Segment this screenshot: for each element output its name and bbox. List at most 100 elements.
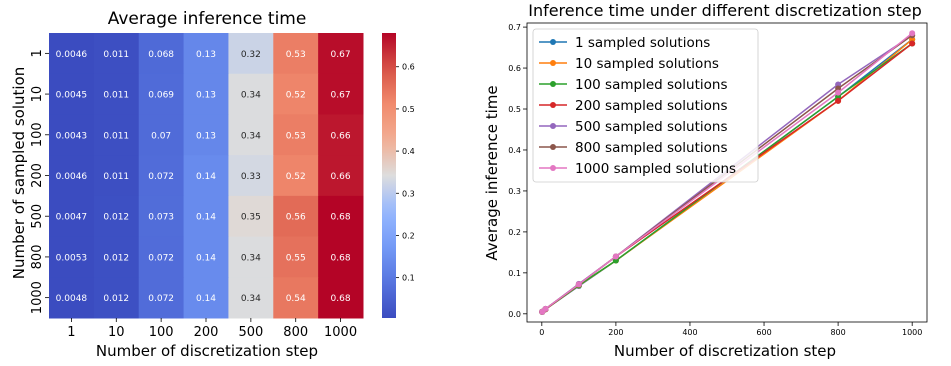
heatmap-cell-label: 0.52 [286,91,306,101]
heatmap-y-ticks: 1 10 100 200 500 800 1000 [30,49,49,314]
heatmap-cell [273,195,319,238]
line-point [575,281,582,288]
heatmap-cell [318,114,364,156]
line-point [835,89,842,96]
line-xlabel: Number of discretization step [614,342,836,360]
legend-marker [550,39,556,45]
heatmap-cell-label: 0.0053 [56,253,88,263]
line-chart: Inference time under different discretiz… [483,1,928,360]
line-y-tick-label: 0.6 [508,64,521,73]
line-series-group [539,30,916,316]
heatmap-x-tick-label: 200 [194,325,219,340]
heatmap-cell [228,73,274,115]
heatmap-cell [49,195,95,238]
heatmap-y-tick-label: 200 [30,163,45,188]
heatmap-cell-label: 0.13 [196,50,216,60]
line-x-tick-label: 0 [539,328,544,337]
heatmap-x-tick-label: 800 [283,325,308,340]
heatmap-xlabel: Number of discretization step [96,342,318,360]
line-ylabel: Average inference time [483,85,501,260]
colorbar-tick-label: 0.3 [402,189,415,198]
heatmap-cell-label: 0.069 [148,91,174,101]
legend-marker [550,144,556,150]
heatmap-cell [49,33,95,75]
heatmap-x-tick-label: 1 [67,325,75,340]
line-title: Inference time under different discretiz… [528,1,922,20]
heatmap-cell-label: 0.54 [286,294,306,304]
legend-label: 800 sampled solutions [575,140,728,156]
heatmap-cell [228,155,274,197]
colorbar-tick-label: 0.6 [402,63,415,72]
heatmap-cell [273,236,319,278]
heatmap-cell [228,114,274,156]
heatmap-cell [138,33,185,75]
heatmap-cell [183,114,229,156]
heatmap-cell [183,277,229,319]
heatmap-cell [138,236,185,278]
heatmap-cell-label: 0.53 [286,131,306,141]
heatmap-cell-label: 0.53 [286,50,306,60]
heatmap-cell-label: 0.068 [148,50,174,60]
legend-label: 1 sampled solutions [575,35,710,51]
colorbar-bar [382,33,396,318]
colorbar-tick-label: 0.4 [402,147,415,156]
heatmap-y-tick-label: 10 [30,86,45,103]
heatmap-cell [49,155,95,197]
heatmap-cell [138,195,185,238]
heatmap-cell-label: 0.13 [196,131,216,141]
heatmap-x-tick-label: 500 [238,325,263,340]
heatmap-cell-label: 0.34 [241,91,261,101]
heatmap-cell-label: 0.0048 [56,294,88,304]
legend-marker [550,123,556,129]
line-x-tick-label: 800 [830,328,845,337]
line-point [909,30,916,37]
line-x-tick-label: 400 [682,328,697,337]
heatmap-cell [273,114,319,156]
heatmap-cell [93,33,140,75]
heatmap-cell [93,195,140,238]
heatmap-cell-label: 0.66 [331,172,351,182]
heatmap-cell [93,155,140,197]
colorbar-tick-label: 0.5 [402,105,415,114]
heatmap-x-tick-label: 1000 [324,325,357,340]
heatmap-cell [273,155,319,197]
heatmap-cell-label: 0.34 [241,294,261,304]
line-axes: 0 200 400 600 800 1000 0.0 0.1 0.2 0.3 0.4 0.5 0.6 0.… [508,22,928,337]
heatmap-cell-label: 0.67 [331,50,351,60]
heatmap-cell-label: 0.07 [151,131,171,141]
heatmap-x-ticks: 1 10 100 200 500 800 1000 [67,318,357,340]
heatmap-ylabel: Number of sampled solution [10,67,28,279]
heatmap-y-tick-label: 1 [30,49,45,57]
heatmap-cell [138,73,185,115]
line-point [612,253,619,260]
line-plot-frame [526,22,928,323]
heatmap-y-tick-label: 500 [30,204,45,229]
heatmap-cell [183,236,229,278]
line-x-tick-label: 600 [756,328,771,337]
heatmap-x-tick-label: 100 [149,325,174,340]
heatmap-cell-label: 0.072 [148,294,174,304]
heatmap-cell-label: 0.68 [331,253,351,263]
colorbar-tick-label: 0.1 [402,274,415,283]
heatmap-chart: Average inference time Number of discret… [10,9,415,360]
heatmap-cell-label: 0.56 [286,213,306,223]
heatmap-cell-label: 0.66 [331,131,351,141]
heatmap-cell-label: 0.011 [103,50,129,60]
heatmap-cell-label: 0.52 [286,172,306,182]
heatmap-y-tick-label: 800 [30,245,45,270]
legend-marker [550,102,556,108]
legend-label: 500 sampled solutions [575,119,728,135]
heatmap-cell-label: 0.68 [331,294,351,304]
heatmap-cell-label: 0.011 [103,131,129,141]
heatmap-cell [49,277,95,319]
line-y-tick-label: 0.0 [508,310,521,319]
line-y-tick-label: 0.7 [508,23,521,32]
legend-label: 1000 sampled solutions [575,161,736,177]
heatmap-cell-label: 0.13 [196,91,216,101]
line-y-tick-label: 0.2 [508,228,521,237]
heatmap-cell [49,236,95,278]
heatmap-cell [183,73,229,115]
heatmap-cell [183,195,229,238]
heatmap-cell-label: 0.0043 [56,131,88,141]
